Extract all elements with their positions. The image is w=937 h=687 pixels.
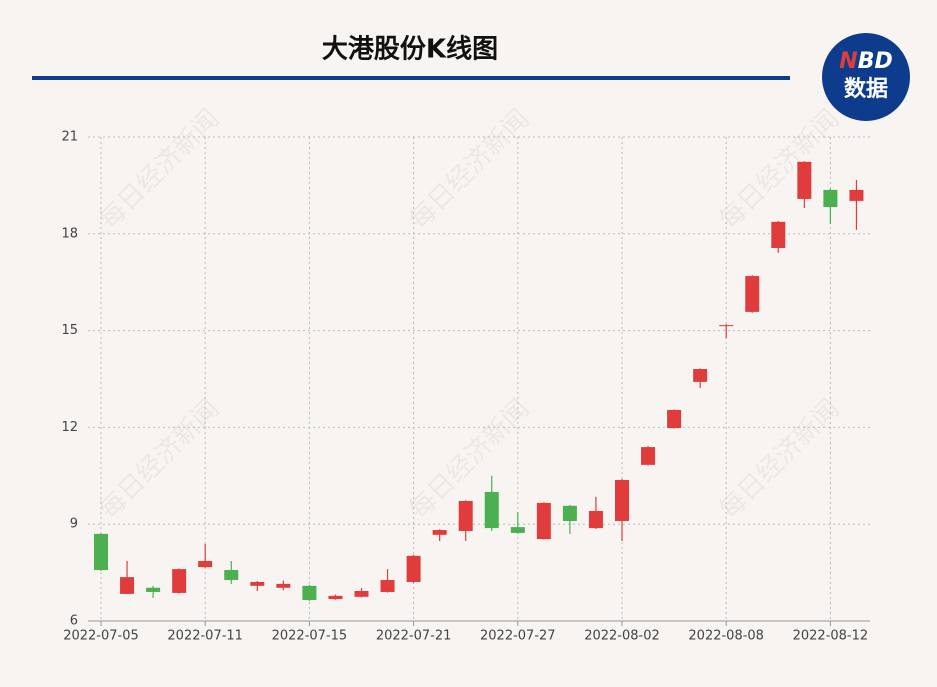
candle-body xyxy=(354,590,369,597)
x-tick-label: 2022-07-11 xyxy=(167,629,243,644)
chart-title: 大港股份K线图 xyxy=(322,35,498,65)
y-tick-label: 21 xyxy=(61,130,78,145)
x-tick-label: 2022-08-12 xyxy=(793,629,869,644)
candle-body xyxy=(198,560,213,568)
candle-body xyxy=(380,580,395,592)
x-tick-label: 2022-07-15 xyxy=(272,629,348,644)
candle-body xyxy=(224,570,239,581)
candle-body xyxy=(797,161,812,199)
candle-body xyxy=(849,189,864,201)
x-tick-label: 2022-08-08 xyxy=(688,629,764,644)
candle-body xyxy=(302,585,317,601)
candle-body xyxy=(641,447,656,465)
candle-body xyxy=(667,409,682,429)
candle-body xyxy=(719,325,734,327)
candle-body xyxy=(536,502,551,540)
x-tick-label: 2022-07-21 xyxy=(376,629,452,644)
candle-body xyxy=(432,530,447,535)
candle-body xyxy=(693,368,708,382)
logo-label: 数据 xyxy=(844,76,888,102)
x-tick-label: 2022-08-02 xyxy=(584,629,660,644)
candle-body xyxy=(146,587,161,592)
y-tick-label: 18 xyxy=(61,226,78,241)
candle-body xyxy=(406,555,421,582)
title-rule xyxy=(32,76,790,80)
candle-body xyxy=(484,491,499,529)
logo-brand: NBD xyxy=(839,49,892,74)
candle-body xyxy=(276,583,291,588)
candle-body xyxy=(250,581,265,586)
candle-body xyxy=(745,276,760,312)
y-tick-label: 15 xyxy=(61,323,78,338)
y-tick-label: 12 xyxy=(61,420,78,435)
candle-body xyxy=(94,533,108,571)
logo xyxy=(822,33,910,121)
candle-body xyxy=(458,500,473,531)
candle-body xyxy=(771,221,786,248)
logo-brand-n: N xyxy=(839,49,857,74)
candle-body xyxy=(120,577,135,594)
candle-body xyxy=(328,595,343,600)
candle-body xyxy=(588,510,603,529)
candle-body xyxy=(172,569,187,593)
candle-body xyxy=(562,505,577,521)
candle-body xyxy=(823,189,838,208)
candle-body xyxy=(510,527,525,533)
y-tick-label: 6 xyxy=(70,614,78,629)
x-tick-label: 2022-07-05 xyxy=(63,629,139,644)
x-tick-label: 2022-07-27 xyxy=(480,629,556,644)
logo-brand-bd: BD xyxy=(858,49,893,74)
candle-body xyxy=(615,479,629,521)
y-tick-label: 9 xyxy=(70,517,78,532)
